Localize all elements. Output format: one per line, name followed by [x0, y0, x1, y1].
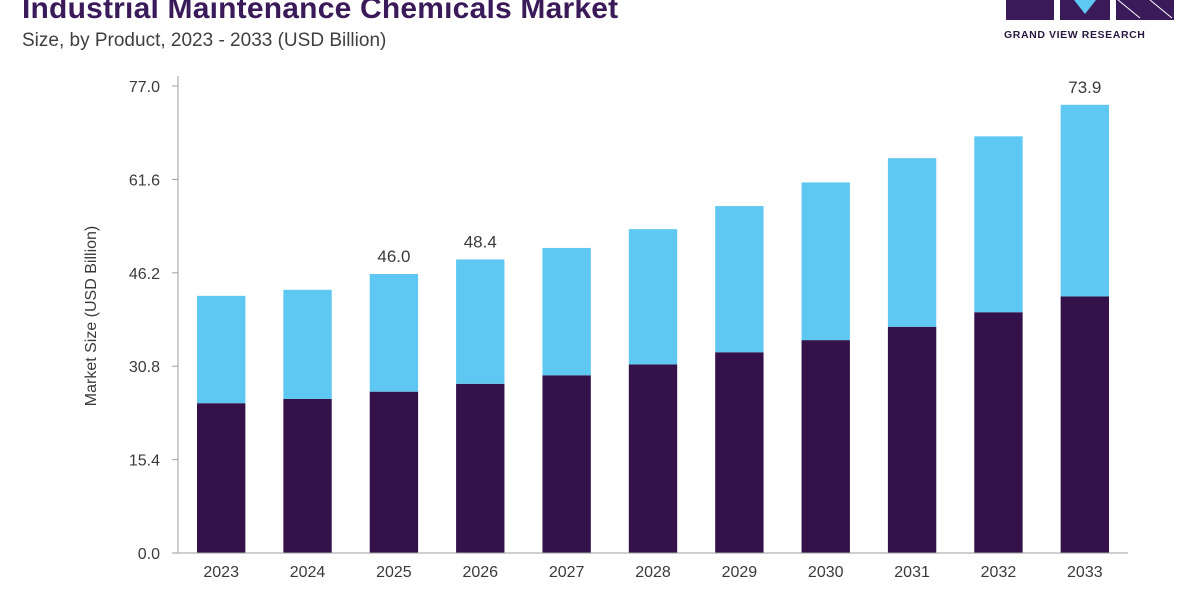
x-tick-label: 2025: [376, 564, 412, 581]
bar-segment-2032-1: [974, 312, 1023, 553]
x-tick-label: 2024: [290, 564, 326, 581]
bar-segment-2023-1: [197, 403, 246, 553]
bar-segment-2027-1: [542, 375, 591, 553]
bar-segment-2025-2: [369, 274, 419, 392]
y-axis-label: Market Size (USD Billion): [83, 226, 100, 406]
data-label-2025: 46.0: [377, 247, 410, 266]
bar-segment-2030-1: [801, 340, 850, 553]
bar-segment-2032-2: [974, 136, 1023, 313]
bar-segment-2028-2: [628, 229, 678, 365]
bar-segment-2026-2: [456, 259, 505, 384]
bar-segment-2029-2: [715, 206, 764, 353]
chart-title: Industrial Maintenance Chemicals Market: [22, 0, 619, 25]
bar-segment-2033-2: [1060, 104, 1109, 297]
bar-segment-2030-2: [801, 182, 850, 341]
bar-segment-2024-1: [283, 398, 332, 553]
y-tick-label: 15.4: [129, 453, 160, 470]
bar-segment-2025-1: [369, 391, 419, 553]
bar-segment-2026-1: [456, 383, 505, 553]
x-tick-label: 2027: [549, 564, 585, 581]
x-tick-label: 2032: [981, 564, 1017, 581]
x-tick-label: 2030: [808, 564, 844, 581]
x-tick-label: 2029: [722, 564, 758, 581]
x-axis: 2023 2024 2025 2026 2027 2028 2029 2030 2031 2032…: [178, 552, 1128, 581]
y-tick-label: 46.2: [129, 266, 160, 283]
bar-segment-2031-1: [887, 326, 937, 553]
chart-subtitle: Size, by Product, 2023 - 2033 (USD Billi…: [22, 30, 387, 51]
bar-segment-2024-2: [283, 289, 332, 399]
y-tick-label: 30.8: [129, 359, 160, 376]
y-tick-label: 0.0: [138, 546, 160, 563]
x-tick-label: 2026: [462, 564, 498, 581]
bar-segment-2027-2: [542, 247, 591, 376]
data-label-2026: 48.4: [464, 232, 497, 251]
y-tick-label: 61.6: [129, 172, 160, 189]
y-tick-label: 77.0: [129, 79, 160, 96]
bar-segment-2028-1: [628, 364, 678, 553]
brand-logo-text: GRAND VIEW RESEARCH: [1004, 29, 1146, 41]
x-tick-label: 2031: [894, 564, 930, 581]
bars: 46.0 48.4 73.9: [197, 78, 1109, 553]
brand-logo-icon: [1006, 0, 1174, 20]
bar-segment-2029-1: [715, 352, 764, 553]
bar-segment-2023-2: [197, 295, 246, 404]
y-axis: 0.0 15.4 30.8 46.2 61.6 77.0: [129, 76, 179, 563]
x-tick-label: 2023: [203, 564, 239, 581]
bar-segment-2033-1: [1060, 296, 1109, 553]
bar-segment-2031-2: [887, 158, 937, 327]
data-label-2033: 73.9: [1068, 78, 1101, 97]
x-tick-label: 2033: [1067, 564, 1103, 581]
x-tick-label: 2028: [635, 564, 671, 581]
